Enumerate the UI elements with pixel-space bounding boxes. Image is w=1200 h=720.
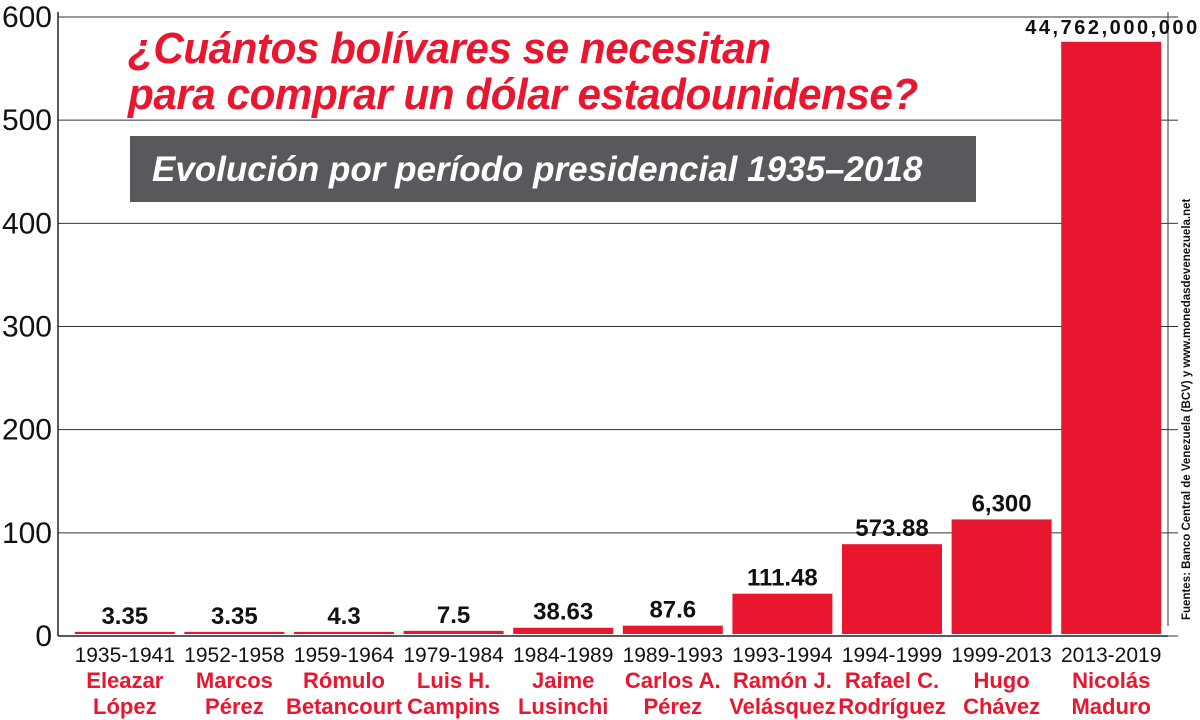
president-name: Chávez — [963, 694, 1040, 719]
x-tick-label: 1984-1989 — [513, 644, 613, 667]
x-tick-label: 1994-1999 — [842, 644, 942, 667]
bar — [513, 627, 614, 634]
x-tick-label: 1959-1964 — [294, 644, 395, 667]
president-name: Lusinchi — [518, 694, 608, 719]
bar — [294, 631, 394, 634]
data-label: 44,762,000,000 — [1025, 17, 1197, 39]
data-label: 6,300 — [972, 490, 1032, 517]
data-label: 4.3 — [327, 603, 360, 630]
title-line-2: para comprar un dólar estadounidense? — [128, 70, 918, 119]
president-name: Carlos A. — [625, 668, 721, 693]
data-label: 38.63 — [533, 599, 593, 626]
bar — [732, 593, 833, 634]
y-tick-label: 400 — [2, 207, 52, 240]
president-name: Velásquez — [729, 694, 835, 719]
president-name: Nicolás — [1072, 668, 1150, 693]
bar — [622, 625, 723, 634]
president-name: Pérez — [205, 694, 264, 719]
x-tick-label: 1935-1941 — [75, 644, 175, 667]
president-name: Marcos — [196, 668, 273, 693]
bar — [1061, 41, 1162, 634]
y-tick-label: 200 — [2, 414, 52, 447]
bar — [951, 519, 1052, 634]
y-tick-label: 500 — [2, 104, 52, 137]
title-line-1: ¿Cuántos bolívares se necesitan — [128, 24, 771, 73]
data-label: 111.48 — [747, 565, 818, 592]
president-name: Campins — [407, 694, 500, 719]
president-name: Hugo — [973, 668, 1029, 693]
president-name: Rodríguez — [838, 694, 946, 719]
x-tick-label: 1989-1993 — [623, 644, 723, 667]
president-name: Rafael C. — [845, 668, 939, 693]
data-label: 3.35 — [211, 603, 258, 630]
president-name: López — [93, 694, 157, 719]
president-name: Luis H. — [417, 668, 490, 693]
subtitle-box — [130, 136, 976, 202]
x-tick-label: 1979-1984 — [403, 644, 504, 667]
y-tick-label: 100 — [2, 517, 52, 550]
president-name: Rómulo — [303, 668, 385, 693]
x-tick-label: 1999-2013 — [951, 644, 1051, 667]
data-label: 573.88 — [855, 515, 928, 542]
president-name: Maduro — [1071, 694, 1150, 719]
x-tick-label: 1993-1994 — [732, 644, 833, 667]
bar — [842, 544, 942, 634]
president-name: Ramón J. — [733, 668, 832, 693]
data-label: 3.35 — [101, 603, 148, 630]
x-tick-label: 1952-1958 — [184, 644, 284, 667]
source-note: Fuentes: Banco Central de Venezuela (BCV… — [1181, 198, 1193, 620]
x-tick-label: 2013-2019 — [1061, 644, 1161, 667]
bar — [403, 630, 504, 634]
data-label: 87.6 — [649, 597, 696, 624]
data-label: 7.5 — [437, 602, 470, 629]
president-name: Pérez — [643, 694, 702, 719]
bar — [74, 631, 175, 634]
president-name: Eleazar — [86, 668, 163, 693]
y-tick-label: 0 — [35, 620, 52, 653]
bar — [184, 631, 285, 634]
president-name: Jaime — [532, 668, 594, 693]
chart-subtitle: Evolución por período presidencial 1935–… — [152, 150, 923, 189]
president-name: Betancourt — [286, 694, 403, 719]
y-tick-label: 300 — [2, 311, 52, 344]
y-tick-label: 600 — [2, 1, 52, 34]
chart-title: ¿Cuántos bolívares se necesitan para com… — [128, 26, 918, 118]
